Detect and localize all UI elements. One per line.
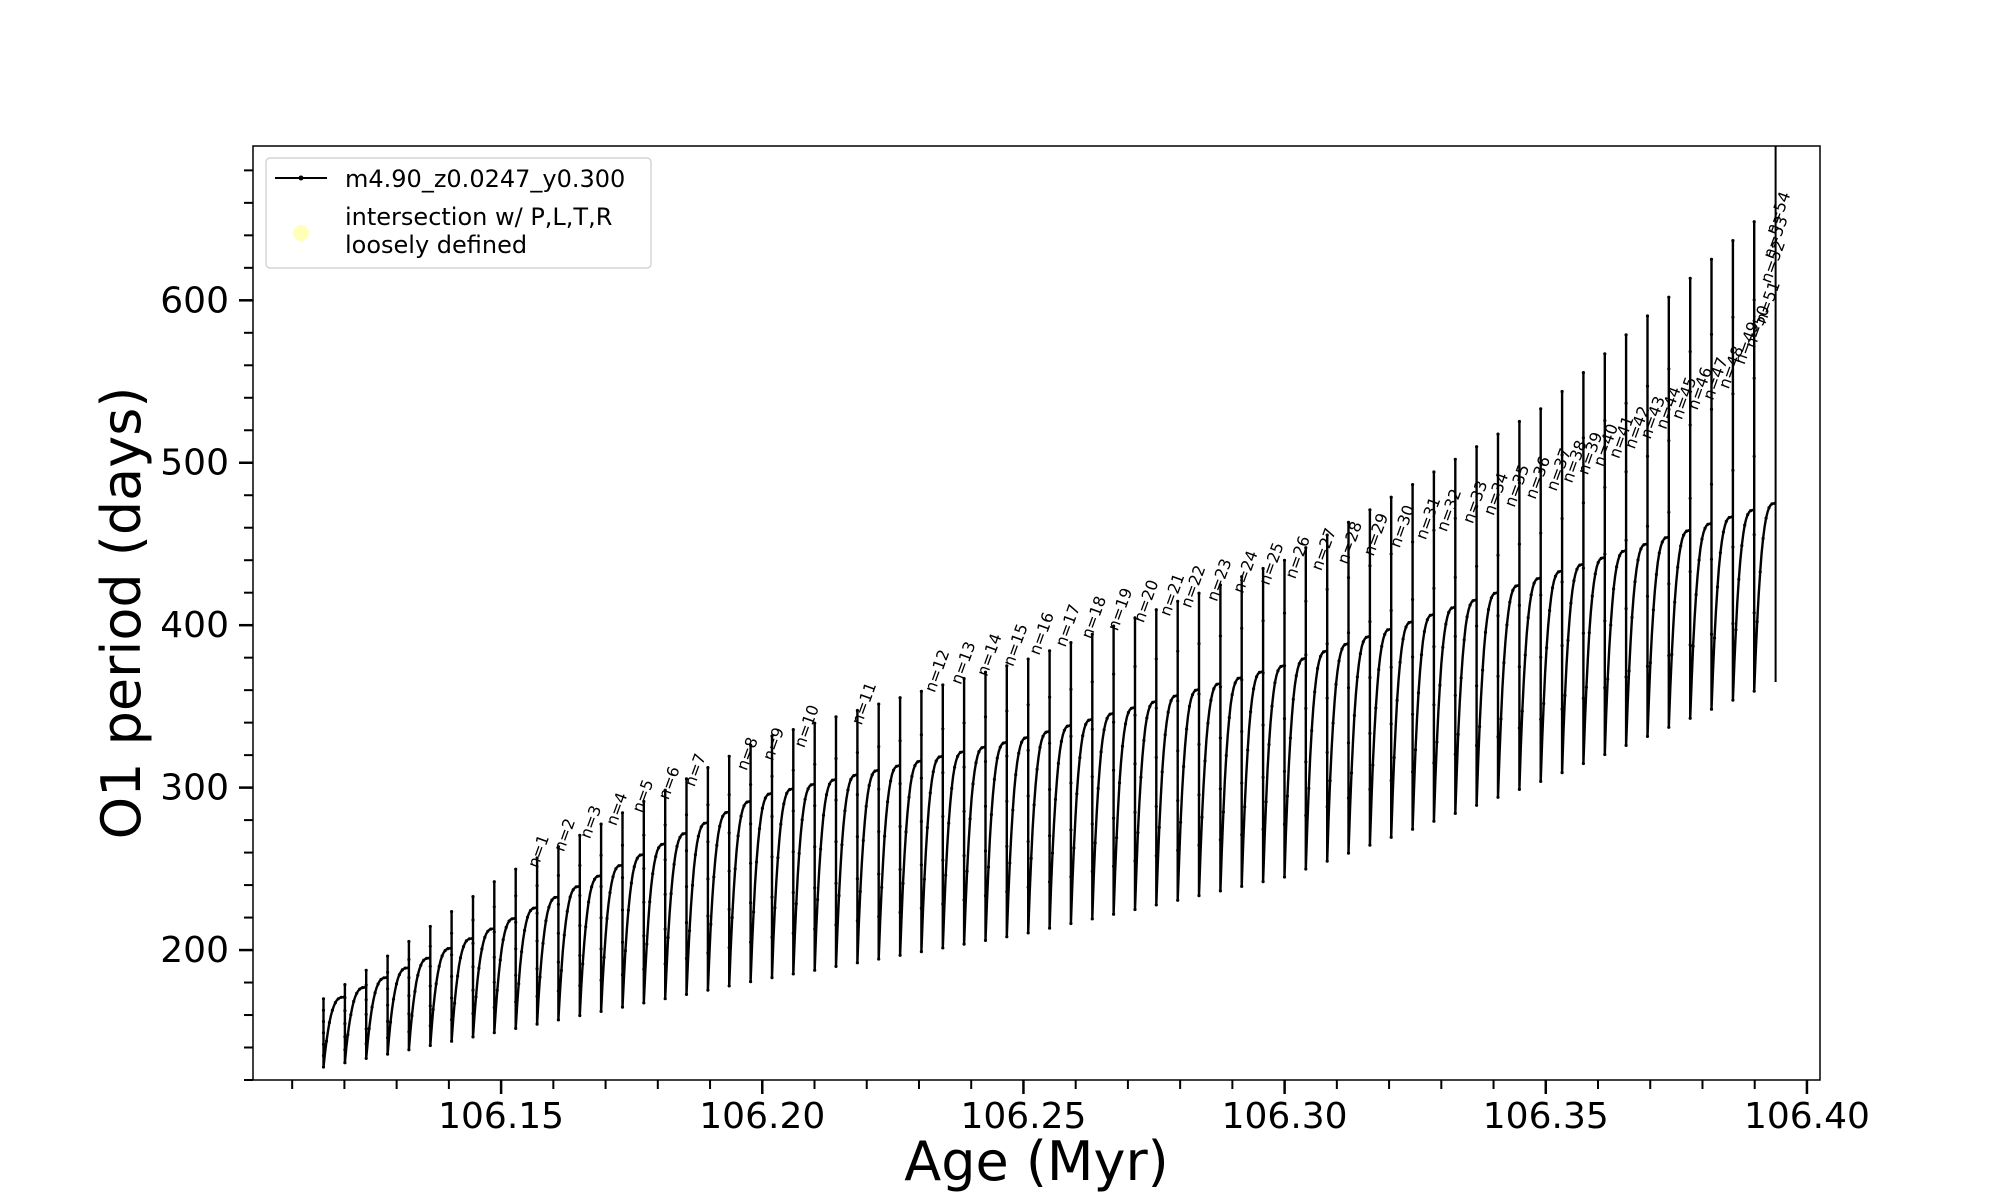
y-tick-label: 400 [160,605,229,646]
y-axis-label: O1 period (days) [90,387,153,840]
legend-series-dot-icon [298,175,304,181]
legend-box [265,157,652,269]
series-layer [321,146,1777,1069]
legend: m4.90_z0.0247_y0.300 intersection w/ P,L… [265,157,652,269]
legend-entry-series: m4.90_z0.0247_y0.300 [345,165,625,193]
x-axis-label: Age (Myr) [904,1130,1169,1193]
y-tick-label: 300 [160,768,229,809]
legend-entry-intersection-line1: intersection w/ P,L,T,R [345,203,612,231]
annotation-layer: n=1n=2n=3n=4n=5n=6n=7 n=8n=9 n=10 n=11n=12n… [524,189,1795,870]
x-tick-label: 106.15 [438,1096,564,1137]
y-tick-label: 600 [160,280,229,321]
x-tick-label: 106.40 [1744,1096,1870,1137]
x-tick-label: 106.30 [1222,1096,1348,1137]
x-tick-label: 106.20 [699,1096,825,1137]
y-tick-label: 200 [160,930,229,971]
x-axis: 106.15 106.20 106.25 106.30 106.35 106.40 [291,1080,1870,1137]
y-tick-label: 500 [160,443,229,484]
legend-intersection-circle-icon [293,225,309,241]
legend-entry-intersection: intersection w/ P,L,T,R loosely defined [345,203,620,259]
y-axis: 200 300 400 500 600 [160,169,253,1081]
legend-entry-intersection-line2: loosely defined [345,231,527,259]
plot-frame [252,145,1821,1081]
x-tick-label: 106.25 [960,1096,1086,1137]
plot-area [321,146,1777,1069]
x-tick-label: 106.35 [1483,1096,1609,1137]
